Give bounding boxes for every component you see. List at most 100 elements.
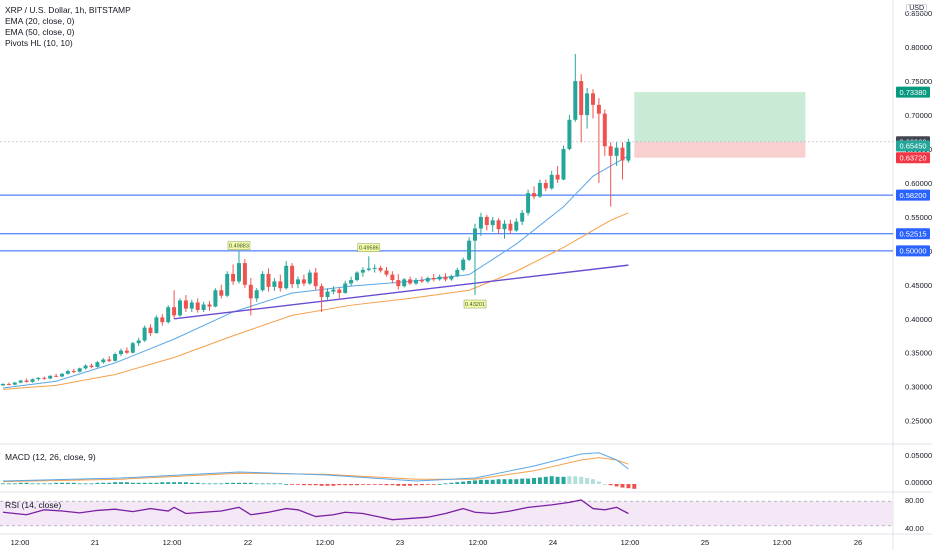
macd-histogram-bar xyxy=(402,484,407,486)
macd-histogram-bar xyxy=(331,484,336,486)
y-tick-label: 0.60000 xyxy=(905,179,932,188)
macd-histogram-bar xyxy=(183,482,188,484)
y-tick-label: 0.25000 xyxy=(905,417,932,426)
macd-histogram-bar xyxy=(201,483,206,485)
macd-histogram-bar xyxy=(585,478,590,484)
macd-histogram-bar xyxy=(473,480,477,484)
macd-histogram-bar xyxy=(301,484,306,486)
macd-legend[interactable]: MACD (12, 26, close, 9) xyxy=(5,452,96,462)
candle-body xyxy=(319,286,324,298)
macd-histogram-bar xyxy=(508,479,513,484)
candle-body xyxy=(207,304,212,307)
candle-body xyxy=(178,300,182,316)
macd-histogram-bar xyxy=(83,483,88,485)
candle-body xyxy=(360,269,365,273)
macd-histogram-bar xyxy=(496,479,501,484)
macd-histogram-bar xyxy=(337,484,342,486)
y-tick-label: 0.30000 xyxy=(905,383,932,392)
macd-histogram-bar xyxy=(549,476,554,484)
ema20-legend[interactable]: EMA (20, close, 0) xyxy=(5,16,75,26)
macd-line xyxy=(2,452,629,482)
chart-title: XRP / U.S. Dollar, 1h, BITSTAMP xyxy=(5,5,131,15)
candle-body xyxy=(219,290,224,296)
candle-body xyxy=(325,291,330,298)
price-tag xyxy=(896,152,930,164)
macd-histogram-bar xyxy=(24,482,29,484)
candle-body xyxy=(402,279,407,287)
currency-label[interactable]: USD xyxy=(906,4,927,13)
price-tag-label: 0.63720 xyxy=(899,153,926,162)
macd-histogram-bar xyxy=(384,484,389,486)
candle-body xyxy=(602,113,607,147)
macd-histogram-bar xyxy=(284,484,289,485)
macd-histogram-bar xyxy=(6,483,11,485)
macd-histogram-bar xyxy=(626,484,631,489)
macd-histogram-bar xyxy=(372,484,377,485)
x-tick-label: 12:00 xyxy=(11,538,30,547)
ema20-line xyxy=(2,155,629,389)
macd-histogram-bar xyxy=(632,484,637,489)
macd-histogram-bar xyxy=(36,483,41,485)
candle-body xyxy=(467,240,472,260)
rsi-legend[interactable]: RSI (14, close) xyxy=(5,500,62,510)
candle-body xyxy=(301,279,306,284)
pivots-legend[interactable]: Pivots HL (10, 10) xyxy=(5,38,73,48)
price-tag xyxy=(896,245,930,257)
candle-body xyxy=(248,284,253,299)
candle-body xyxy=(266,273,271,287)
macd-histogram-bar xyxy=(213,483,218,485)
macd-histogram-bar xyxy=(172,482,177,484)
macd-signal-line xyxy=(2,457,629,483)
ema50-legend[interactable]: EMA (50, close, 0) xyxy=(5,27,75,37)
macd-histogram-bar xyxy=(378,484,383,485)
macd-histogram-bar xyxy=(18,482,23,484)
candle-body xyxy=(349,280,354,284)
price-tag-label: 0.58200 xyxy=(899,191,926,200)
y-tick-label: 0.85000 xyxy=(905,9,932,18)
candle-body xyxy=(18,380,23,383)
macd-histogram-bar xyxy=(272,483,277,485)
candle-body xyxy=(437,276,442,280)
candle-body xyxy=(484,216,489,226)
candle-body xyxy=(154,317,159,334)
macd-histogram-bar xyxy=(567,476,572,484)
candle-body xyxy=(30,379,35,382)
candle-body xyxy=(337,289,342,293)
candle-body xyxy=(95,362,100,367)
candle-body xyxy=(620,147,625,161)
candle-body xyxy=(526,193,531,213)
candle-body xyxy=(6,383,11,385)
candle-body xyxy=(124,350,129,353)
macd-histogram-bar xyxy=(467,481,472,484)
price-tag-label: 0.65450 xyxy=(899,142,926,151)
macd-histogram-bar xyxy=(602,484,607,485)
macd-tick-high: 0.05000 xyxy=(905,451,932,460)
x-tick-label: 24 xyxy=(549,538,557,547)
candle-body xyxy=(136,340,141,344)
x-tick-label: 26 xyxy=(854,538,862,547)
macd-histogram-bar xyxy=(54,482,59,484)
candle-body xyxy=(573,81,578,120)
x-tick-label: 22 xyxy=(244,538,252,547)
candle-body xyxy=(496,220,501,230)
candle-body xyxy=(449,275,454,280)
x-tick-label: 23 xyxy=(396,538,404,547)
macd-histogram-bar xyxy=(296,484,300,485)
macd-histogram-bar xyxy=(419,484,424,486)
candle-body xyxy=(172,307,177,316)
macd-histogram-bar xyxy=(95,482,100,484)
price-tag xyxy=(896,189,930,201)
macd-histogram-bar xyxy=(65,482,70,484)
candle-body xyxy=(142,327,147,341)
candle-body xyxy=(343,283,348,293)
y-tick-label: 0.45000 xyxy=(905,281,932,290)
macd-histogram-bar xyxy=(166,482,171,484)
candle-body xyxy=(213,290,218,307)
x-tick-label: 21 xyxy=(91,538,99,547)
candle-body xyxy=(555,174,560,180)
macd-histogram-bar xyxy=(484,479,489,484)
macd-histogram-bar xyxy=(573,476,578,484)
candle-body xyxy=(284,265,289,289)
macd-histogram-bar xyxy=(266,483,271,485)
